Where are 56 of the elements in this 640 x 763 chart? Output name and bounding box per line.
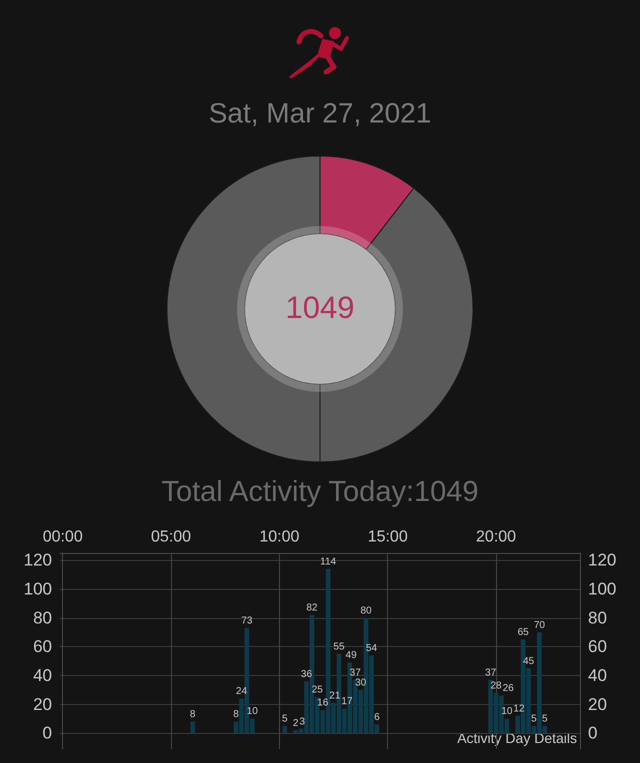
data-label: 26 bbox=[502, 683, 514, 694]
data-label: 70 bbox=[534, 620, 546, 631]
y-tick-label: 120 bbox=[24, 550, 52, 570]
data-label: 24 bbox=[236, 686, 248, 698]
data-label: 5 bbox=[531, 713, 538, 724]
data-label: 12 bbox=[513, 703, 525, 714]
data-label: 30 bbox=[355, 677, 367, 688]
y-tick-label: 60 bbox=[33, 637, 52, 656]
x-tick-label: 15:00 bbox=[368, 528, 408, 546]
data-label: 28 bbox=[490, 680, 502, 692]
data-label: 3 bbox=[299, 716, 306, 728]
data-label: 45 bbox=[522, 656, 535, 667]
y-tick-label: 40 bbox=[33, 666, 52, 685]
y2-tick-label: 0 bbox=[588, 724, 598, 743]
data-label: 16 bbox=[317, 698, 329, 709]
x-tick-label: 10:00 bbox=[259, 528, 300, 546]
data-label: 5 bbox=[282, 713, 288, 724]
y-tick-label: 100 bbox=[24, 580, 52, 599]
y2-tick-label: 120 bbox=[588, 550, 616, 570]
data-label: 21 bbox=[329, 690, 341, 702]
x-tick-label: 00:00 bbox=[42, 528, 83, 546]
data-label: 82 bbox=[306, 602, 318, 614]
text: 1049 bbox=[284, 290, 356, 326]
data-label: 37 bbox=[485, 667, 497, 678]
data-label: 10 bbox=[501, 706, 513, 718]
data-label: 10 bbox=[246, 706, 258, 718]
y2-tick-label: 20 bbox=[588, 694, 607, 714]
data-label: 25 bbox=[312, 684, 324, 696]
data-label: 5 bbox=[542, 713, 548, 724]
data-label: 65 bbox=[518, 626, 530, 638]
y2-tick-label: 100 bbox=[588, 580, 616, 599]
text: Total Activity Today:1049 bbox=[160, 475, 480, 510]
data-label: 8 bbox=[190, 709, 196, 720]
data-label: 80 bbox=[360, 605, 372, 616]
bar bbox=[282, 726, 288, 734]
data-label: 36 bbox=[300, 668, 312, 680]
bar bbox=[190, 722, 196, 734]
data-label: 17 bbox=[341, 696, 353, 708]
data-label: 37 bbox=[350, 667, 362, 678]
data-label: 73 bbox=[241, 615, 253, 626]
data-label: 8 bbox=[233, 709, 240, 720]
data-label: 49 bbox=[346, 650, 358, 662]
y-tick-label: 0 bbox=[42, 724, 52, 743]
x-tick-label: 05:00 bbox=[151, 528, 192, 546]
y2-tick-label: 40 bbox=[588, 666, 607, 685]
data-label: 2 bbox=[292, 718, 299, 729]
data-label: 54 bbox=[366, 642, 378, 654]
chart-title: Sat, Mar 27, 2021 bbox=[208, 98, 432, 128]
x-tick-label: 20:00 bbox=[476, 528, 516, 546]
data-label: 55 bbox=[333, 641, 345, 652]
y-tick-label: 80 bbox=[33, 608, 52, 628]
y-tick-label: 20 bbox=[33, 694, 52, 714]
data-label: 114 bbox=[320, 556, 337, 568]
data-label: 6 bbox=[374, 712, 380, 723]
y2-tick-label: 80 bbox=[588, 608, 607, 628]
y2-tick-label: 60 bbox=[588, 637, 607, 656]
